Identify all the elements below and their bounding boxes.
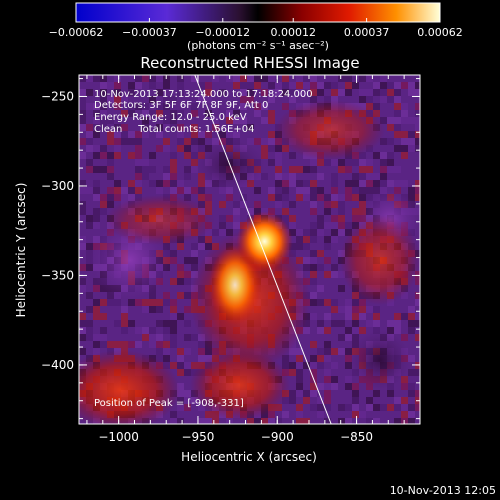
- chart-title: Reconstructed RHESSI Image: [140, 54, 359, 72]
- annotation-energy: Energy Range: 12.0 - 25.0 keV: [94, 112, 247, 123]
- limb-line: [194, 75, 332, 424]
- peak-blob: [236, 211, 293, 272]
- axis-ticks: −1000 −950 −900 −850 −400 −350 −300 −250: [41, 75, 421, 444]
- colorbar-tick-label: 0.00037: [344, 26, 390, 39]
- y-tick-label: −250: [41, 89, 74, 103]
- heatmap: [79, 75, 420, 424]
- y-tick-label: −300: [41, 179, 74, 193]
- x-tick-label: −950: [181, 430, 214, 444]
- annotation-clean: Clean Total counts: 1.56E+04: [94, 124, 254, 135]
- colorbar-tick-label: 0.00062: [417, 26, 463, 39]
- plot-frame: [78, 74, 421, 425]
- annotation-detectors: Detectors: 3F 5F 6F 7F 8F 9F, Att 0: [94, 100, 268, 111]
- colorbar: [75, 2, 441, 23]
- footer-timestamp: 10-Nov-2013 12:05: [390, 484, 496, 497]
- colorbar-tick-label: 0.00012: [270, 26, 316, 39]
- peak-label: Position of Peak = [-908,-331]: [94, 398, 244, 409]
- y-axis-label: Heliocentric Y (arcsec): [14, 183, 28, 318]
- x-tick-label: −1000: [98, 430, 139, 444]
- x-axis-label: Heliocentric X (arcsec): [181, 450, 317, 464]
- colorbar-tick-label: −0.00012: [195, 26, 250, 39]
- colorbar-tick-label: −0.00037: [122, 26, 177, 39]
- y-tick-label: −400: [41, 358, 74, 372]
- colorbar-ticks: −0.00062 −0.00037 −0.00012 0.00012 0.00037 0.…: [49, 18, 463, 39]
- colorbar-units-label: (photons cm⁻² s⁻¹ asec⁻²): [187, 39, 329, 52]
- colorbar-tick-label: −0.00062: [49, 26, 104, 39]
- x-tick-label: −900: [261, 430, 294, 444]
- y-tick-label: −350: [41, 268, 74, 282]
- x-tick-label: −850: [340, 430, 373, 444]
- annotation-time: 10-Nov-2013 17:13:24.000 to 17:18:24.000: [94, 89, 313, 100]
